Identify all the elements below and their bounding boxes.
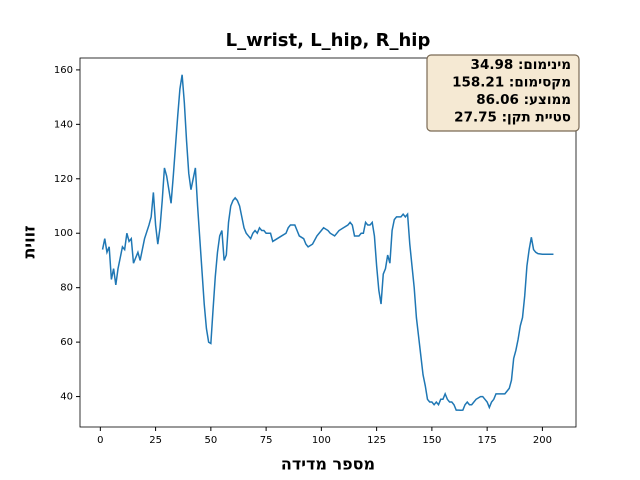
x-tick-label: 200	[533, 435, 552, 446]
y-tick-label: 140	[54, 119, 73, 130]
stats-line: סטיית תקן: 27.75	[454, 110, 571, 126]
y-tick-label: 80	[60, 283, 73, 294]
y-tick-label: 60	[60, 337, 73, 348]
x-axis-label: מספר מדידה	[281, 455, 375, 474]
y-tick-label: 160	[54, 65, 73, 76]
stats-line: ממוצע: 86.06	[476, 92, 571, 108]
x-tick-label: 150	[422, 435, 441, 446]
y-tick-label: 40	[60, 392, 73, 403]
x-tick-label: 25	[149, 435, 162, 446]
x-tick-label: 0	[97, 435, 103, 446]
x-tick-label: 125	[367, 435, 386, 446]
y-axis-label: זווית	[20, 225, 39, 258]
x-tick-label: 100	[312, 435, 331, 446]
data-line	[101, 74, 554, 411]
stats-box	[426, 54, 580, 132]
x-tick-label: 75	[260, 435, 273, 446]
stats-line: מקסימום: 158.21	[452, 75, 571, 91]
plot-frame	[79, 57, 577, 428]
x-tick-label: 50	[204, 435, 217, 446]
chart-title: L_wrist, L_hip, R_hip	[226, 30, 431, 51]
x-tick-label: 175	[478, 435, 497, 446]
y-tick-label: 120	[54, 174, 73, 185]
stats-line: מינימום: 34.98	[471, 57, 571, 73]
y-tick-label: 100	[54, 228, 73, 239]
